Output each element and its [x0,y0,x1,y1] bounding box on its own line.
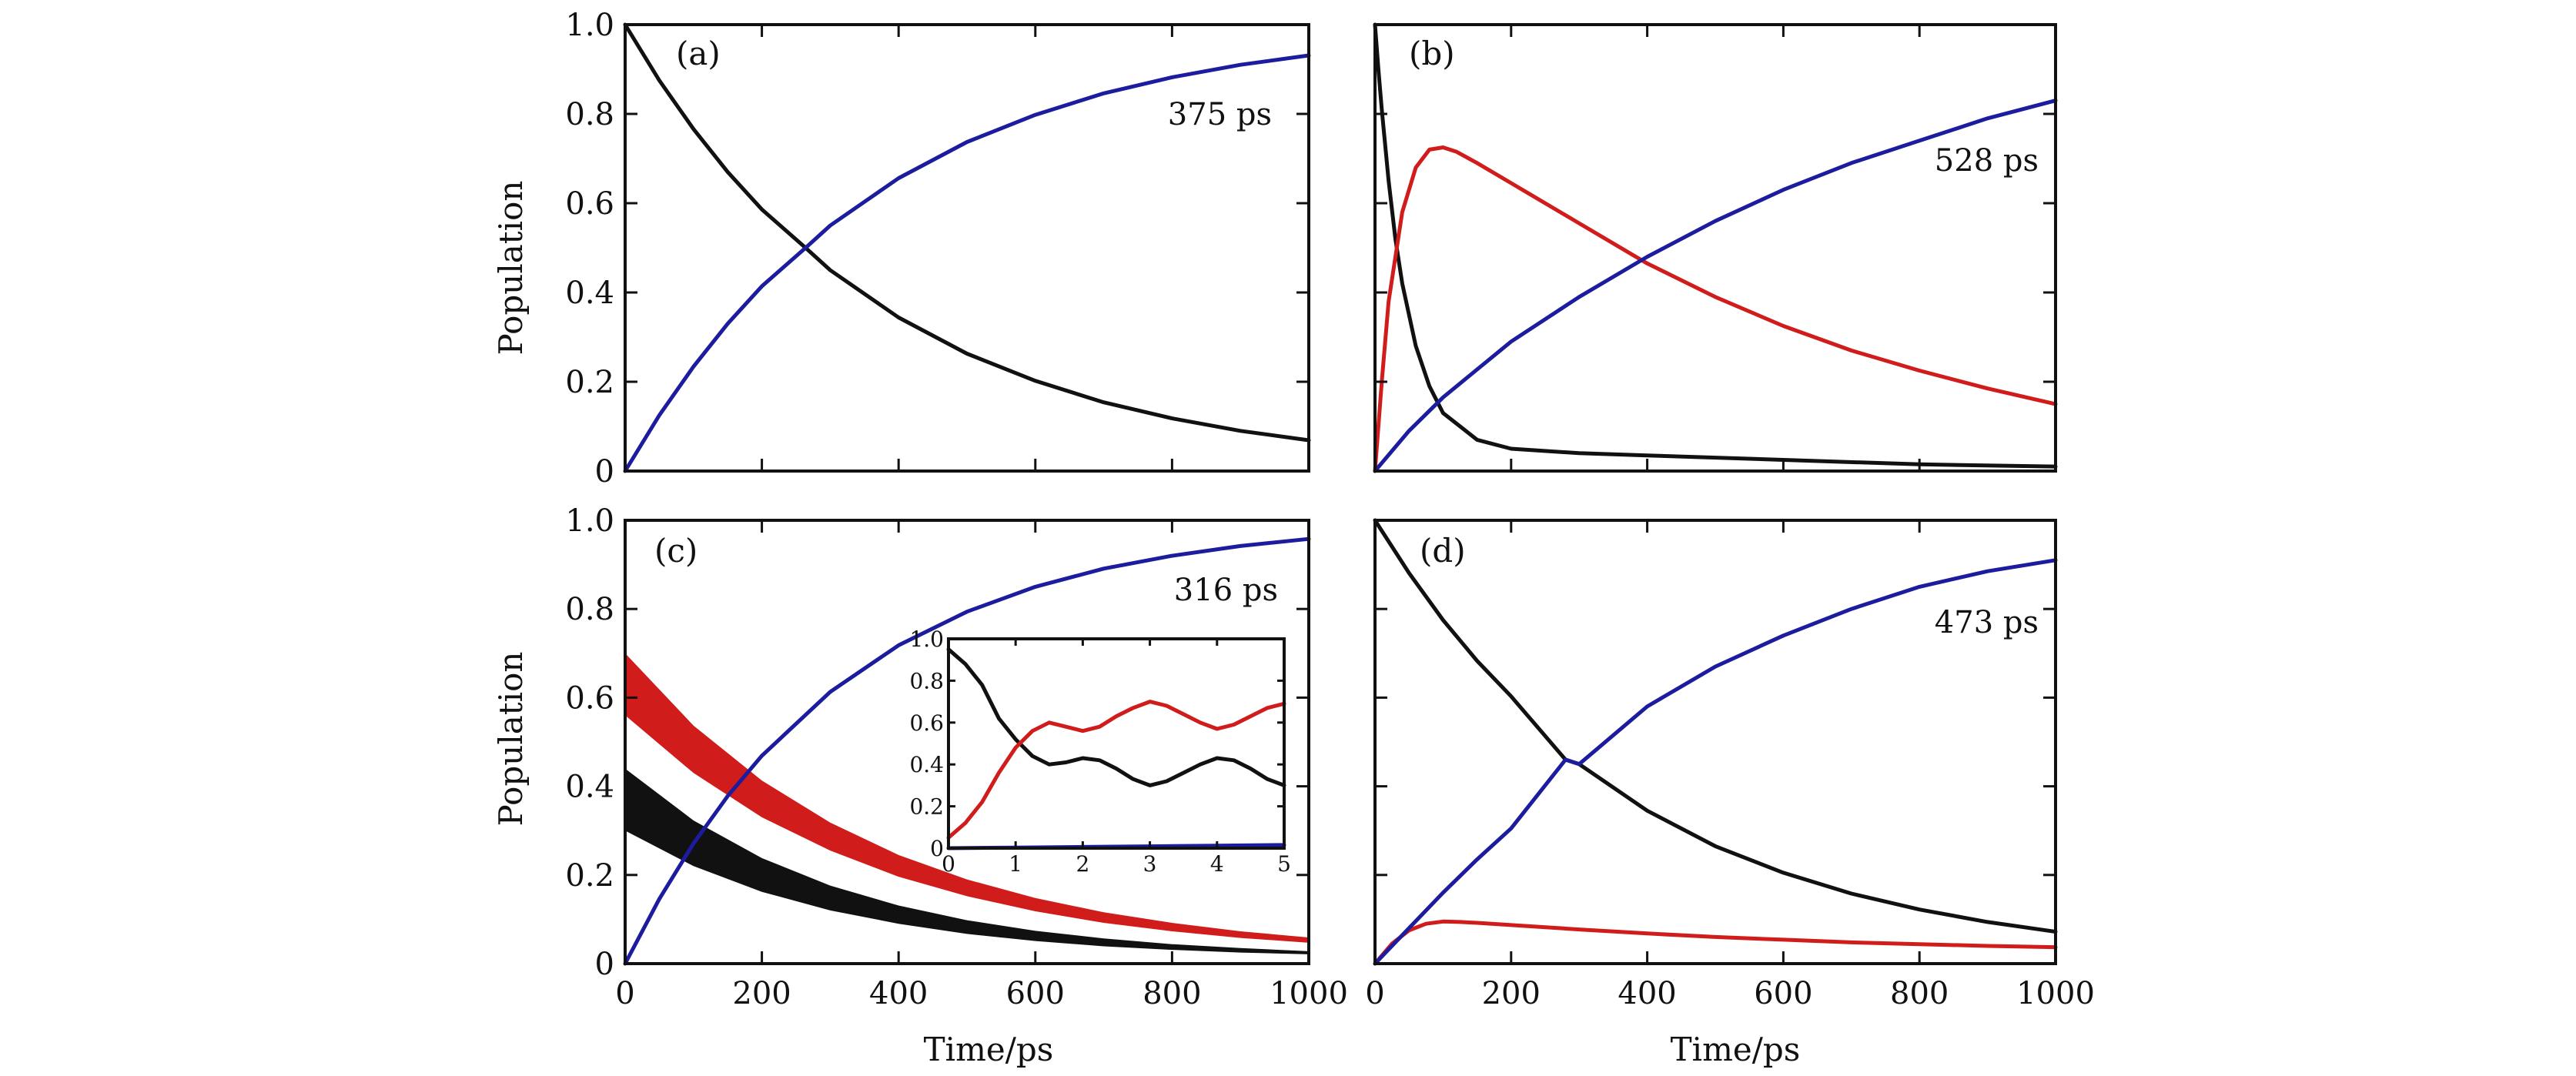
panel-b: (b) 528 ps [1373,22,2058,473]
panel-c-frame [624,519,1310,965]
panel-d: 0 200 400 600 800 1000 (d) 473 ps Time/ps [1365,518,2095,1068]
panel-b-plot-area [1373,22,2058,473]
panel-a-y-tick-label: 1.0 [565,8,614,43]
panel-c-y-tick-label: 0.2 [565,858,614,894]
panel-d-frame [1373,519,2057,965]
panel-c-inset-x-tick-label: 5 [1277,851,1291,877]
panel-d-label: (d) [1420,532,1466,570]
panel-c-x-tick-label: 600 [1006,976,1065,1011]
panel-c-inset-y-tick-label: 0 [930,836,944,861]
panel-b-label: (b) [1409,35,1455,72]
panel-a-y-tick-label: 0.8 [565,97,614,132]
panel-b-series-blue-line [1373,99,2058,473]
panel-b-annotation: 528 ps [1935,143,2039,179]
panel-c-inset-series-black-line [946,647,1286,787]
panel-d-series-black-line [1373,518,2058,934]
panel-a-y-tick-label: 0.2 [565,365,614,400]
panel-d-x-tick-label: 200 [1482,976,1541,1011]
panel-c-y-tick-label: 0.8 [565,592,614,627]
panel-c-inset-background [948,639,1284,848]
panel-a-series-blue-line [623,53,1311,473]
panel-c-y-tick-label: 0.4 [565,770,614,805]
panel-a-frame [624,23,1310,473]
panel-c-inset-x-tick-label: 4 [1210,851,1224,877]
panel-a-y-tick-label: 0.4 [565,276,614,311]
panel-c-x-axis-label: Time/ps [924,1031,1054,1068]
panel-c-band-black [625,768,1309,954]
panel-c-inset-x-tick-label: 2 [1076,851,1089,877]
panel-d-x-tick-label: 600 [1754,976,1812,1011]
panel-c-x-tick-label: 1000 [1270,976,1348,1011]
panel-c-x-tick-label: 400 [869,976,928,1011]
panel-c-inset: 0 1 2 3 4 5 0 0.2 0.4 0.6 0.8 1.0 [909,627,1290,877]
panel-c-y-tick-label: 0 [595,947,614,982]
panel-a-annotation: 375 ps [1168,97,1272,132]
panel-c-y-axis-label: Population [492,652,530,827]
panel-c-inset-y-tick-label: 0.4 [909,752,944,777]
panel-d-x-tick-label: 1000 [2016,976,2095,1011]
panel-c-x-tick-label: 800 [1142,976,1201,1011]
panel-c-inset-x-tick-label: 3 [1143,851,1157,877]
panel-a: 0 0.2 0.4 0.6 0.8 1.0 (a) 375 ps Population [492,8,1311,490]
panel-c-y-tick-label: 0.6 [565,680,614,716]
panel-a-plot-area: 0 0.2 0.4 0.6 0.8 1.0 [565,8,1311,490]
panel-a-y-tick-label: 0 [595,454,614,490]
panel-d-series-red-line [1373,919,2058,966]
panel-c-x-tick-label: 200 [732,976,791,1011]
panel-c-band-red [625,653,1309,943]
panel-d-series-blue-line [1373,558,2058,966]
panel-d-x-tick-label: 0 [1365,976,1384,1011]
panel-c-inset-y-tick-label: 0.8 [909,668,944,693]
panel-c-inset-y-tick-label: 1.0 [909,627,944,652]
panel-a-y-axis-label: Population [492,181,530,356]
panel-c-inset-series-red-line [946,700,1286,840]
panel-c-inset-x-tick-label: 0 [942,851,955,877]
panel-d-x-tick-label: 400 [1618,976,1676,1011]
panel-d-x-tick-label: 800 [1890,976,1949,1011]
panel-a-label: (a) [676,35,721,72]
panel-c-inset-x-tick-label: 1 [1009,851,1022,877]
panel-c-series-blue-line [623,536,1311,966]
panel-b-frame [1373,23,2057,473]
panel-c-inset-y-tick-label: 0.2 [909,794,944,820]
panel-a-y-tick-label: 0.6 [565,186,614,222]
panel-d-plot-area: 0 200 400 600 800 1000 [1365,518,2095,1011]
panel-b-series-red-line [1373,145,2058,473]
panel-d-x-axis-label: Time/ps [1671,1031,1801,1068]
panel-d-annotation: 473 ps [1935,605,2039,640]
panel-c-x-tick-label: 0 [615,976,634,1011]
panel-c-inset-frame [947,637,1286,850]
panel-c-label: (c) [654,532,698,570]
panel-a-series-black-line [623,22,1311,443]
panel-c-annotation: 316 ps [1174,573,1278,608]
panel-c-inset-y-tick-label: 0.6 [909,710,944,736]
panel-c-y-tick-label: 1.0 [565,503,614,539]
panel-b-series-black-line [1373,22,2058,469]
